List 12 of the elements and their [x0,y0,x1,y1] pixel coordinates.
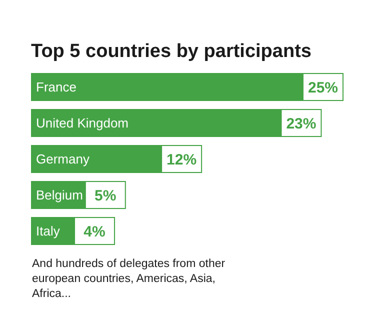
data-label: 4% [84,223,106,240]
y-tick-label: Belgium [36,188,83,203]
y-tick-label: Germany [36,152,90,167]
chart-title: Top 5 countries by participants [31,41,312,62]
data-label: 5% [94,187,116,204]
y-tick-label: Italy [36,224,60,239]
y-tick-label: France [36,80,76,95]
data-label: 12% [166,151,197,168]
y-tick-label: United Kingdom [36,116,128,131]
data-label: 25% [308,79,338,96]
text: And hundreds of delegates from other european countries, Americas, Asia, Africa... [32,258,226,300]
data-label: 23% [286,115,316,132]
